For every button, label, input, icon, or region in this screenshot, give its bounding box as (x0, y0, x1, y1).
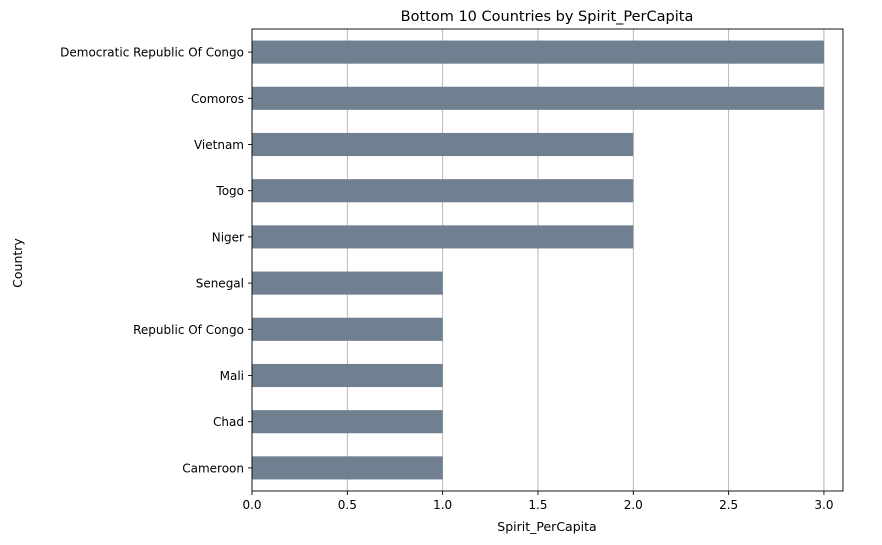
x-tick-label-3: 1.5 (528, 498, 547, 512)
y-tick-label-8: Chad (213, 415, 244, 429)
x-tick-label-5: 2.5 (719, 498, 738, 512)
bar-togo (252, 179, 634, 203)
x-axis-label: Spirit_PerCapita (497, 519, 596, 534)
chart-title: Bottom 10 Countries by Spirit_PerCapita (401, 9, 694, 25)
bar-chad (252, 410, 443, 434)
axes-frame (251, 28, 844, 492)
x-tick-label-4: 2.0 (624, 498, 643, 512)
x-tick-label-1: 0.5 (338, 498, 357, 512)
bar-senegal (252, 271, 443, 295)
y-tick-label-6: Republic Of Congo (133, 323, 244, 337)
y-tick-label-4: Niger (212, 230, 244, 244)
y-axis-ticks: Democratic Republic Of Congo Comoros Vietn… (60, 46, 252, 475)
bars (252, 40, 824, 480)
bar-democratic-republic-of-congo (252, 40, 824, 64)
y-tick-label-1: Comoros (191, 92, 244, 106)
bar-mali (252, 363, 443, 388)
x-tick-label-6: 3.0 (814, 498, 833, 512)
bar-comoros (252, 86, 824, 110)
bar-vietnam (252, 132, 634, 157)
x-tick-label-0: 0.0 (242, 498, 261, 512)
y-axis-label: Country (10, 238, 25, 288)
bar-republic-of-congo (252, 317, 443, 341)
y-tick-label-7: Mali (220, 369, 244, 383)
y-tick-label-0: Democratic Republic Of Congo (60, 46, 244, 60)
x-tick-label-2: 1.0 (433, 498, 452, 512)
y-tick-label-9: Cameroon (182, 461, 244, 475)
y-tick-label-3: Togo (215, 184, 244, 198)
bar-niger (252, 225, 634, 249)
y-tick-label-5: Senegal (196, 277, 244, 291)
x-axis-ticks: 0.0 0.5 1.0 1.5 2.0 2.5 3.0 (242, 491, 833, 512)
plot-frame (251, 28, 844, 492)
y-tick-label-2: Vietnam (194, 138, 244, 152)
bar-cameroon (252, 456, 443, 480)
